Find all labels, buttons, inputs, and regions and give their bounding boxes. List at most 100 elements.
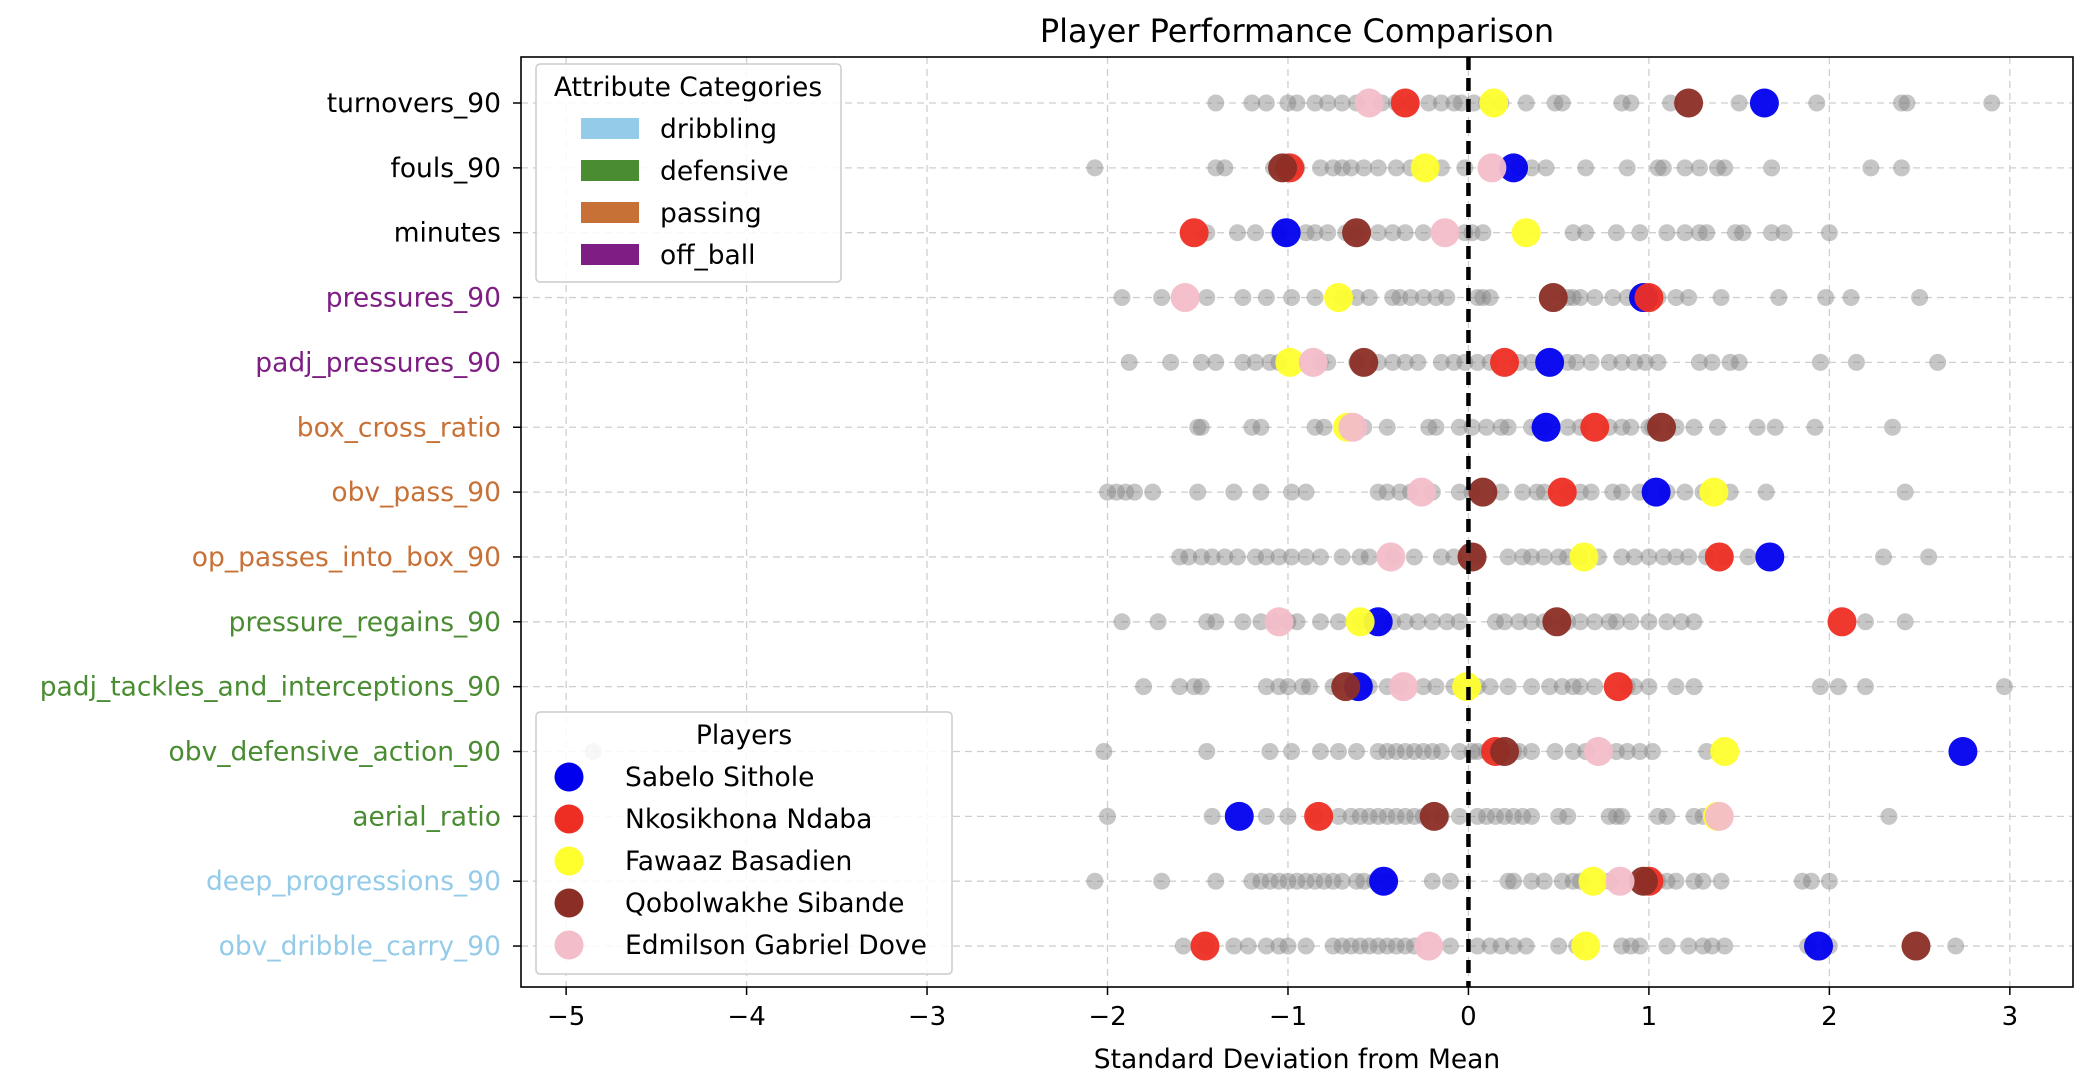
background-point [1884, 418, 1902, 436]
player-point [1179, 218, 1209, 248]
player-point [1603, 672, 1633, 702]
background-point [1086, 159, 1104, 177]
player-point [1271, 218, 1301, 248]
x-tick-label: −2 [1088, 1002, 1126, 1032]
legend-label: Edmilson Gabriel Dove [625, 930, 927, 961]
background-point [1228, 548, 1246, 566]
background-point [1842, 289, 1860, 307]
background-point [1730, 94, 1748, 112]
background-point [1234, 353, 1252, 371]
player-point [1331, 672, 1361, 702]
background-point [1499, 548, 1517, 566]
background-point [1577, 224, 1595, 242]
player-point [1490, 347, 1520, 377]
background-point [1625, 353, 1643, 371]
background-point [1510, 613, 1528, 631]
background-point [1438, 613, 1456, 631]
background-point [1481, 289, 1499, 307]
background-point [1862, 159, 1880, 177]
background-point [1685, 418, 1703, 436]
background-point [1207, 94, 1225, 112]
background-point [1856, 678, 1874, 696]
background-point [1113, 613, 1131, 631]
background-point [1153, 872, 1171, 890]
background-point [1306, 94, 1324, 112]
background-point [1703, 353, 1721, 371]
background-point [1658, 224, 1676, 242]
background-point [1378, 483, 1396, 501]
y-tick-label: obv_dribble_carry_90 [219, 931, 501, 962]
background-point [1499, 418, 1517, 436]
background-point [1333, 872, 1351, 890]
background-point [1384, 289, 1402, 307]
player-point [1264, 607, 1294, 637]
background-point [1505, 937, 1523, 955]
player-point [1641, 477, 1671, 507]
player-point [1542, 607, 1572, 637]
background-point [1391, 483, 1409, 501]
background-point [1384, 353, 1402, 371]
background-point [1739, 548, 1757, 566]
background-point [1571, 613, 1589, 631]
background-point [1297, 548, 1315, 566]
background-point [1445, 353, 1463, 371]
y-tick-label: obv_pass_90 [331, 477, 501, 508]
background-point [1613, 418, 1631, 436]
legend-label: dribbling [660, 114, 777, 145]
background-point [1288, 94, 1306, 112]
player-point [1419, 801, 1449, 831]
y-tick-label: padj_pressures_90 [255, 347, 501, 378]
x-axis-label: Standard Deviation from Mean [1094, 1044, 1500, 1075]
background-point [1492, 937, 1510, 955]
background-point [1875, 548, 1893, 566]
background-point [1427, 289, 1445, 307]
background-point [1607, 613, 1625, 631]
background-point [1207, 613, 1225, 631]
background-point [1487, 807, 1505, 825]
background-point [1607, 224, 1625, 242]
background-point [1319, 224, 1337, 242]
background-point [1514, 548, 1532, 566]
background-point [1423, 872, 1441, 890]
background-point [1288, 872, 1306, 890]
background-point [1355, 872, 1373, 890]
background-point [1283, 548, 1301, 566]
background-point [1387, 807, 1405, 825]
player-point [1901, 931, 1931, 961]
player-point [1275, 347, 1305, 377]
background-point [1770, 289, 1788, 307]
background-point [1658, 807, 1676, 825]
y-tick-label: pressure_regains_90 [229, 607, 501, 638]
player-point [1304, 801, 1334, 831]
background-point [1811, 353, 1829, 371]
background-point [1243, 94, 1261, 112]
background-point [1319, 94, 1337, 112]
background-point [1708, 418, 1726, 436]
background-point [1703, 937, 1721, 955]
player-point [1468, 477, 1498, 507]
background-point [1694, 937, 1712, 955]
legend-marker [554, 888, 584, 918]
background-point [1378, 807, 1396, 825]
background-point [1387, 937, 1405, 955]
legend-label: defensive [660, 156, 789, 187]
x-tick-label: 1 [1641, 1002, 1658, 1032]
background-point [1330, 743, 1348, 760]
background-point [1712, 289, 1730, 307]
background-point [1622, 94, 1640, 112]
background-point [1811, 678, 1829, 696]
background-point [1698, 224, 1716, 242]
background-point [1450, 483, 1468, 501]
background-point [1405, 743, 1423, 760]
player-point [1535, 347, 1565, 377]
background-point [1586, 613, 1604, 631]
background-point [1600, 353, 1618, 371]
background-point [1171, 548, 1189, 566]
background-point [1517, 937, 1535, 955]
background-point [1207, 353, 1225, 371]
background-point [1685, 872, 1703, 890]
background-point [1636, 353, 1654, 371]
player-point [1410, 153, 1440, 183]
background-point [1600, 613, 1618, 631]
